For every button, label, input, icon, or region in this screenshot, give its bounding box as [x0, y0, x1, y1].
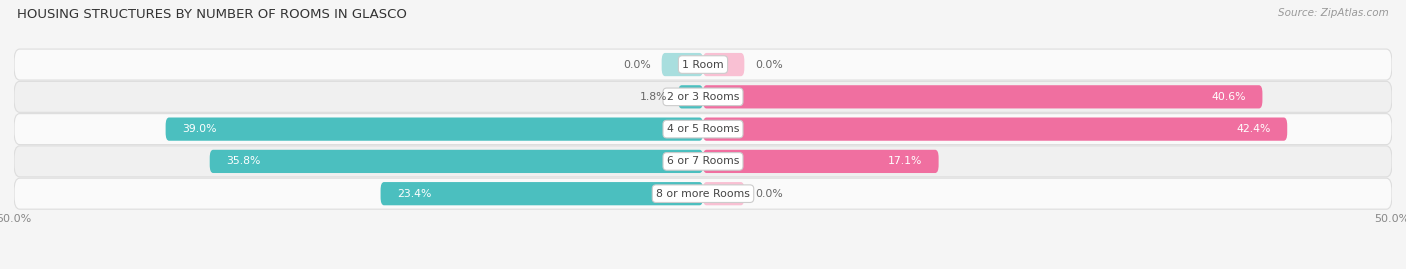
FancyBboxPatch shape	[14, 146, 1392, 177]
Text: Source: ZipAtlas.com: Source: ZipAtlas.com	[1278, 8, 1389, 18]
FancyBboxPatch shape	[14, 178, 1392, 209]
Legend: Owner-occupied, Renter-occupied: Owner-occupied, Renter-occupied	[572, 266, 834, 269]
FancyBboxPatch shape	[703, 85, 1263, 108]
Text: 6 or 7 Rooms: 6 or 7 Rooms	[666, 156, 740, 167]
Text: 0.0%: 0.0%	[755, 59, 783, 70]
Text: 1 Room: 1 Room	[682, 59, 724, 70]
Text: 8 or more Rooms: 8 or more Rooms	[657, 189, 749, 199]
Text: 40.6%: 40.6%	[1212, 92, 1246, 102]
FancyBboxPatch shape	[703, 118, 1288, 141]
Text: 0.0%: 0.0%	[755, 189, 783, 199]
FancyBboxPatch shape	[14, 114, 1392, 145]
FancyBboxPatch shape	[703, 53, 744, 76]
FancyBboxPatch shape	[209, 150, 703, 173]
Text: 2 or 3 Rooms: 2 or 3 Rooms	[666, 92, 740, 102]
Text: HOUSING STRUCTURES BY NUMBER OF ROOMS IN GLASCO: HOUSING STRUCTURES BY NUMBER OF ROOMS IN…	[17, 8, 406, 21]
Text: 39.0%: 39.0%	[183, 124, 217, 134]
Text: 4 or 5 Rooms: 4 or 5 Rooms	[666, 124, 740, 134]
FancyBboxPatch shape	[703, 150, 939, 173]
Text: 0.0%: 0.0%	[623, 59, 651, 70]
FancyBboxPatch shape	[381, 182, 703, 205]
Text: 17.1%: 17.1%	[887, 156, 922, 167]
FancyBboxPatch shape	[166, 118, 703, 141]
FancyBboxPatch shape	[14, 49, 1392, 80]
FancyBboxPatch shape	[14, 81, 1392, 112]
FancyBboxPatch shape	[678, 85, 703, 108]
Text: 23.4%: 23.4%	[396, 189, 432, 199]
Text: 35.8%: 35.8%	[226, 156, 260, 167]
FancyBboxPatch shape	[703, 182, 744, 205]
Text: 1.8%: 1.8%	[640, 92, 668, 102]
FancyBboxPatch shape	[662, 53, 703, 76]
Text: 42.4%: 42.4%	[1236, 124, 1271, 134]
